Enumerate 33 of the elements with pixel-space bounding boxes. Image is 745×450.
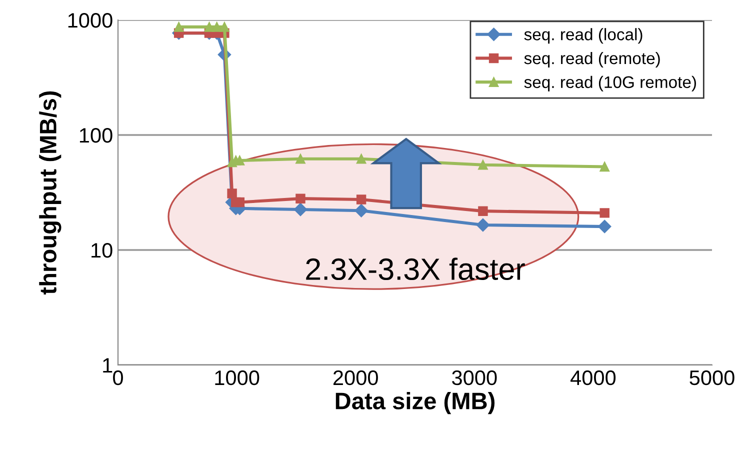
point [174,22,184,32]
y-tick-label: 1 [103,358,112,373]
point [204,22,214,32]
y-axis-title: throughput (MB/s) [39,91,62,294]
point [476,218,490,232]
legend-label: seq. read (remote) [524,52,660,68]
point [296,154,306,164]
point [296,194,306,204]
legend-label: seq. read (10G remote) [524,76,696,92]
x-tick-label: 0 [113,370,123,386]
point [294,202,308,216]
y-tick-label: 100 [80,128,112,143]
point [478,206,488,216]
point [354,204,368,218]
legend-label: seq. read (local) [524,28,642,44]
x-tick-label: 3000 [452,370,497,386]
point [234,197,245,208]
point [598,220,612,234]
point [478,160,488,170]
x-axis-title: Data size (MB) [336,392,495,414]
point [356,154,366,164]
x-tick-label: 4000 [570,370,616,386]
point [356,194,366,204]
point [212,22,222,32]
point [220,22,230,32]
point [227,188,237,198]
x-tick-label: 1000 [215,370,260,386]
point [600,162,610,172]
y-tick-label: 1000 [68,13,112,28]
x-tick-label: 5000 [690,370,734,386]
x-tick-label: 2000 [333,370,378,386]
y-tick-label: 10 [92,243,112,258]
point [600,208,610,218]
